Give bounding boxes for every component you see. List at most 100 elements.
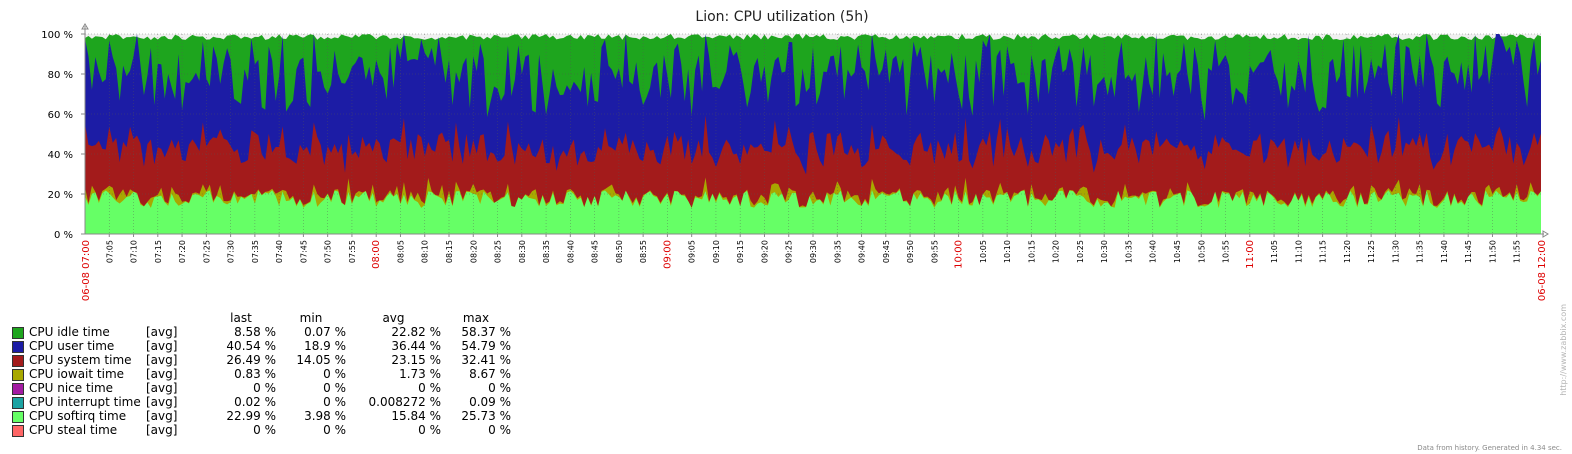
legend-color-swatch xyxy=(12,396,24,409)
x-tick-label: 08:35 xyxy=(542,240,551,263)
legend-func: [avg] xyxy=(146,409,178,423)
x-tick-label: 08:25 xyxy=(494,240,503,263)
legend-last: 0.83 % xyxy=(234,367,276,381)
x-tick-label: 09:35 xyxy=(833,240,842,263)
chart-title: Lion: CPU utilization (5h) xyxy=(695,9,868,25)
legend-series-name: CPU idle time xyxy=(12,325,146,339)
legend-last: 0 % xyxy=(253,381,276,395)
legend-color-swatch xyxy=(12,382,24,395)
legend-avg: 36.44 % xyxy=(391,339,441,353)
x-tick-label: 09:10 xyxy=(712,240,721,263)
legend-series-label: CPU iowait time xyxy=(29,367,125,381)
x-tick-label: 10:00 xyxy=(954,240,965,269)
x-tick-label: 10:35 xyxy=(1124,240,1133,263)
y-tick-label: 20 % xyxy=(48,190,73,201)
legend-min: 0 % xyxy=(323,367,346,381)
x-axis-arrow xyxy=(1542,230,1549,238)
legend-func: [avg] xyxy=(146,325,178,339)
x-tick-label: 09:25 xyxy=(785,240,794,263)
legend-color-swatch xyxy=(12,410,24,423)
legend-series-label: CPU nice time xyxy=(29,381,114,395)
legend-func: [avg] xyxy=(146,339,178,353)
y-axis-arrow xyxy=(81,23,89,30)
x-tick-label: 07:40 xyxy=(275,240,284,263)
legend-min: 0 % xyxy=(323,381,346,395)
legend-header-last: last xyxy=(230,311,252,325)
legend-avg: 0 % xyxy=(418,381,441,395)
legend-row-cpu-nice-time: CPU nice time [avg] 0 % 0 % 0 % 0 % xyxy=(12,381,511,395)
x-tick-label: 10:15 xyxy=(1027,240,1036,263)
legend-last: 26.49 % xyxy=(226,353,276,367)
x-tick-label: 07:30 xyxy=(227,240,236,263)
legend-series-name: CPU interrupt time xyxy=(12,395,146,409)
x-tick-label: 09:45 xyxy=(882,240,891,263)
legend-row-cpu-steal-time: CPU steal time [avg] 0 % 0 % 0 % 0 % xyxy=(12,423,511,437)
legend-avg: 15.84 % xyxy=(391,409,441,423)
x-tick-label: 08:50 xyxy=(615,240,624,263)
x-tick-label: 10:25 xyxy=(1076,240,1085,263)
legend-row-cpu-interrupt-time: CPU interrupt time [avg] 0.02 % 0 % 0.008272… xyxy=(12,395,511,409)
legend-func: [avg] xyxy=(146,381,178,395)
legend-avg: 22.82 % xyxy=(391,325,441,339)
x-tick-label: 11:05 xyxy=(1270,240,1279,263)
legend-func: [avg] xyxy=(146,395,178,409)
legend-func: [avg] xyxy=(146,367,178,381)
legend-color-swatch xyxy=(12,424,24,437)
legend-min: 0 % xyxy=(323,423,346,437)
legend-avg: 0 % xyxy=(418,423,441,437)
x-tick-label: 08:40 xyxy=(566,240,575,263)
legend-func: [avg] xyxy=(146,423,178,437)
x-tick-label: 10:05 xyxy=(979,240,988,263)
x-tick-label: 07:25 xyxy=(202,240,211,263)
legend-last: 0.02 % xyxy=(234,395,276,409)
legend-table: last min avg max CPU idle time [avg] 8.58 … xyxy=(12,311,511,437)
x-tick-label: 10:30 xyxy=(1100,240,1109,263)
x-edge-label: 06-08 07:00 xyxy=(81,240,92,301)
x-tick-label: 08:00 xyxy=(371,240,382,269)
legend-header-min: min xyxy=(299,311,323,325)
y-tick-label: 60 % xyxy=(48,110,73,121)
legend-max: 25.73 % xyxy=(461,409,511,423)
x-tick-label: 08:30 xyxy=(518,240,527,263)
legend-max: 0 % xyxy=(488,423,511,437)
x-tick-label: 09:40 xyxy=(858,240,867,263)
x-tick-label: 10:40 xyxy=(1149,240,1158,263)
x-tick-label: 08:10 xyxy=(421,240,430,263)
x-tick-label: 08:20 xyxy=(469,240,478,263)
legend-series-name: CPU softirq time xyxy=(12,409,146,423)
x-tick-label: 11:15 xyxy=(1319,240,1328,263)
legend-row-cpu-iowait-time: CPU iowait time [avg] 0.83 % 0 % 1.73 % 8.67 … xyxy=(12,367,511,381)
x-tick-label: 07:20 xyxy=(178,240,187,263)
legend-avg: 23.15 % xyxy=(391,353,441,367)
y-tick-label: 40 % xyxy=(48,150,73,161)
legend-min: 3.98 % xyxy=(304,409,346,423)
legend-min: 0 % xyxy=(323,395,346,409)
legend-last: 8.58 % xyxy=(234,325,276,339)
x-tick-label: 09:50 xyxy=(906,240,915,263)
legend-avg: 0.008272 % xyxy=(368,395,441,409)
x-tick-label: 11:45 xyxy=(1464,240,1473,263)
legend-last: 0 % xyxy=(253,423,276,437)
x-tick-label: 07:55 xyxy=(348,240,357,263)
x-tick-label: 09:15 xyxy=(736,240,745,263)
x-tick-label: 09:05 xyxy=(688,240,697,263)
legend-min: 0.07 % xyxy=(304,325,346,339)
legend-color-swatch xyxy=(12,340,24,353)
legend-series-label: CPU softirq time xyxy=(29,409,127,423)
x-tick-label: 10:45 xyxy=(1173,240,1182,263)
legend-max: 0.09 % xyxy=(469,395,511,409)
legend-series-name: CPU nice time xyxy=(12,381,146,395)
legend-row-cpu-user-time: CPU user time [avg] 40.54 % 18.9 % 36.44 % 54… xyxy=(12,339,511,353)
zabbix-watermark: http://www.zabbix.com xyxy=(1559,304,1568,396)
y-tick-label: 100 % xyxy=(41,30,73,41)
legend-avg: 1.73 % xyxy=(399,367,441,381)
y-axis: 0 % 20 % 40 % 60 % 80 % 100 % xyxy=(41,23,89,241)
legend-header-avg: avg xyxy=(382,311,405,325)
legend-row-cpu-system-time: CPU system time [avg] 26.49 % 14.05 % 23.15 … xyxy=(12,353,511,367)
legend-last: 22.99 % xyxy=(226,409,276,423)
legend-header-max: max xyxy=(462,311,490,325)
x-tick-label: 09:55 xyxy=(930,240,939,263)
x-tick-label: 11:55 xyxy=(1513,240,1522,263)
x-tick-label: 08:55 xyxy=(639,240,648,263)
